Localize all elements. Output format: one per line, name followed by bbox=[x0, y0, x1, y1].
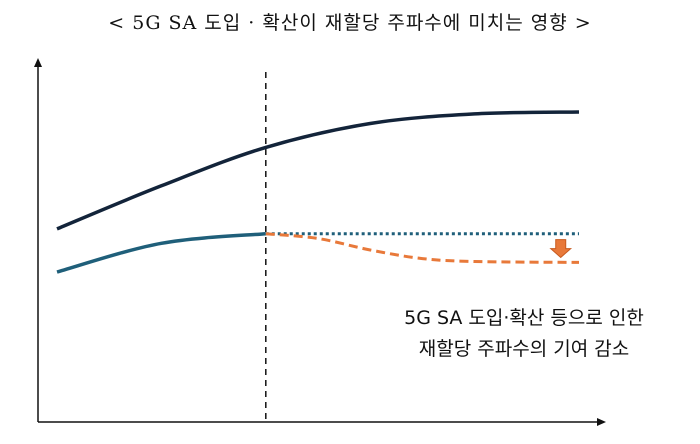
series-line-upper bbox=[56, 110, 580, 231]
annotation-line-1: 5G SA 도입·확산 등으로 인한 bbox=[404, 307, 644, 329]
x-axis-arrow bbox=[597, 418, 606, 426]
series-line-lower bbox=[56, 231, 266, 274]
annotation-line-2: 재할당 주파수의 기여 감소 bbox=[419, 338, 629, 360]
down-arrow-icon bbox=[549, 239, 573, 259]
down-arrow-shape bbox=[549, 239, 573, 259]
chart-title: < 5G SA 도입 · 확산이 재할당 주파수에 미치는 영향 > bbox=[108, 12, 592, 34]
series-layer bbox=[56, 110, 580, 274]
y-axis-arrow bbox=[34, 58, 42, 67]
series-line-reduced bbox=[265, 232, 580, 264]
